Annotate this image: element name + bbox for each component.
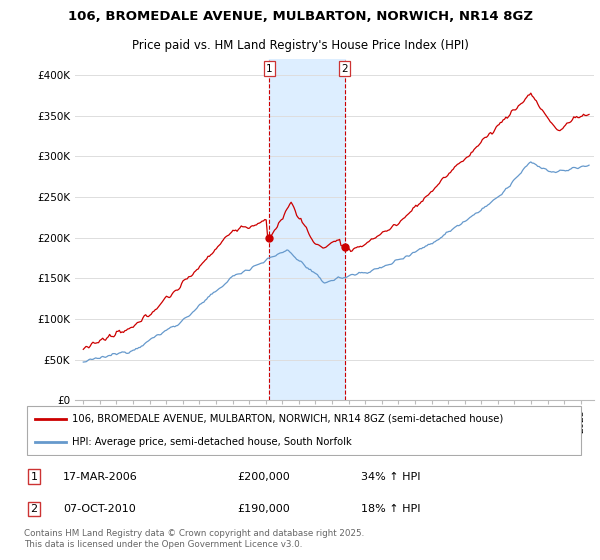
Text: HPI: Average price, semi-detached house, South Norfolk: HPI: Average price, semi-detached house,… [71,437,352,447]
Text: 2: 2 [31,504,38,514]
Text: 17-MAR-2006: 17-MAR-2006 [63,472,138,482]
Text: 1: 1 [31,472,38,482]
Text: 106, BROMEDALE AVENUE, MULBARTON, NORWICH, NR14 8GZ (semi-detached house): 106, BROMEDALE AVENUE, MULBARTON, NORWIC… [71,414,503,424]
Text: £200,000: £200,000 [237,472,290,482]
Text: £190,000: £190,000 [237,504,290,514]
Text: Price paid vs. HM Land Registry's House Price Index (HPI): Price paid vs. HM Land Registry's House … [131,39,469,53]
Bar [269,59,345,400]
Text: Contains HM Land Registry data © Crown copyright and database right 2025.
This d: Contains HM Land Registry data © Crown c… [24,529,364,549]
Text: 1: 1 [266,64,272,73]
FancyBboxPatch shape [27,407,581,455]
Text: 18% ↑ HPI: 18% ↑ HPI [361,504,420,514]
Text: 07-OCT-2010: 07-OCT-2010 [63,504,136,514]
Text: 2: 2 [341,64,348,73]
Text: 106, BROMEDALE AVENUE, MULBARTON, NORWICH, NR14 8GZ: 106, BROMEDALE AVENUE, MULBARTON, NORWIC… [67,10,533,23]
Text: 34% ↑ HPI: 34% ↑ HPI [361,472,420,482]
